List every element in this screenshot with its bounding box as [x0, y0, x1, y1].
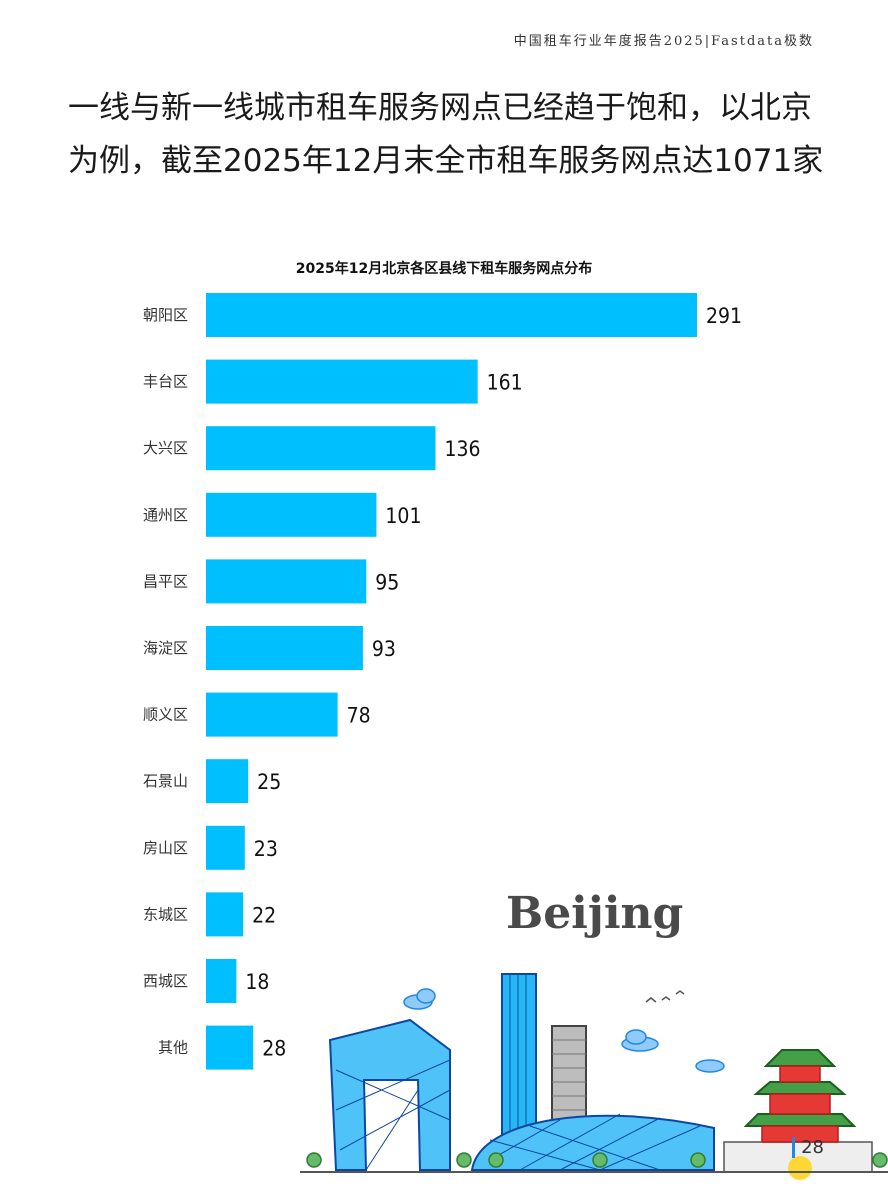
cctv-building: [328, 1018, 451, 1171]
bar: [206, 959, 237, 1003]
bar: [206, 359, 478, 404]
category-label: 其他: [158, 1039, 188, 1057]
bar: [206, 559, 367, 604]
value-label: 22: [252, 903, 276, 927]
value-label: 136: [444, 437, 480, 461]
report-header: 中国租车行业年度报告2025|Fastdata极数: [513, 34, 814, 49]
value-label: 95: [375, 570, 399, 594]
value-label: 291: [706, 304, 742, 328]
tree-icon: [306, 1152, 888, 1168]
bar: [206, 426, 436, 471]
beijing-wordmark: Beijing: [506, 888, 683, 939]
temple-building: [723, 1049, 873, 1180]
category-label: 石景山: [143, 772, 188, 790]
bar: [206, 293, 697, 337]
value-label: 161: [487, 371, 523, 395]
cloud-icon: [403, 988, 436, 1010]
bar: [206, 492, 377, 537]
bar: [206, 759, 249, 804]
category-label: 东城区: [143, 905, 188, 923]
page-number: 28: [792, 1137, 824, 1158]
cloud-icon: [621, 1029, 659, 1052]
chart-title: 2025年12月北京各区县线下租车服务网点分布: [295, 261, 593, 277]
category-label: 西城区: [143, 972, 188, 990]
value-label: 23: [254, 837, 278, 861]
value-label: 93: [372, 637, 396, 661]
category-label: 顺义区: [143, 706, 188, 724]
cloud-icon: [695, 1059, 725, 1073]
value-label: 28: [262, 1037, 286, 1061]
category-label: 房山区: [143, 839, 188, 857]
category-label: 海淀区: [143, 639, 188, 657]
value-label: 78: [347, 704, 371, 728]
stadium-building: [470, 1113, 715, 1171]
category-label: 通州区: [143, 506, 188, 524]
bird-icon: [645, 990, 685, 1003]
value-label: 18: [245, 970, 269, 994]
bar: [206, 825, 245, 870]
bar: [206, 626, 363, 670]
category-label: 昌平区: [143, 572, 188, 590]
value-label: 101: [385, 504, 421, 528]
page-headline: 一线与新一线城市租车服务网点已经趋于饱和，以北京为例，截至2025年12月末全市…: [68, 90, 824, 179]
category-label: 大兴区: [143, 439, 188, 457]
bar: [206, 1025, 254, 1070]
value-label: 25: [257, 770, 281, 794]
bar-chart: 朝阳区 291 丰台区 161 大兴区 136 通州区 101 昌平区 95 海淀区 93 顺义区 78 石…: [143, 293, 742, 1070]
category-label: 朝阳区: [143, 306, 188, 324]
beijing-skyline-illustration: Beijing: [300, 888, 888, 1180]
bar: [206, 892, 244, 937]
category-label: 丰台区: [143, 373, 188, 391]
bar: [206, 692, 338, 737]
